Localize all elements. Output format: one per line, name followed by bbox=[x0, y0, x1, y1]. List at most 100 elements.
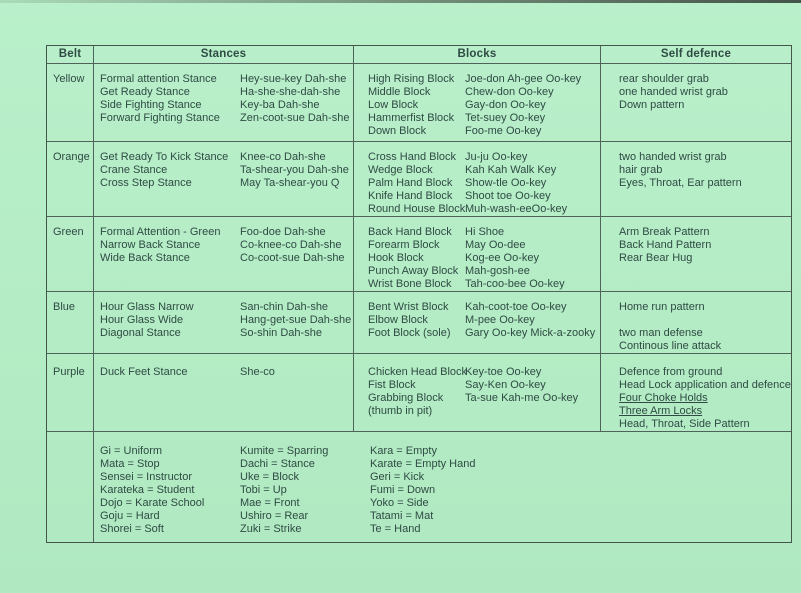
header-self-defence: Self defence bbox=[600, 46, 791, 63]
self-defence-item: Back Hand Pattern bbox=[619, 239, 712, 251]
block-pronunciation: Foo-me Oo-key bbox=[465, 125, 542, 137]
block-item: Foot Block (sole) Gary Oo-key Mick-a-zook… bbox=[368, 327, 598, 340]
self-defence-item-underlined: Three Arm Locks bbox=[619, 405, 703, 417]
stance-item: Narrow Back Stance Co-knee-co Dah-she bbox=[100, 239, 351, 252]
glossary-term: Yoko = Side bbox=[370, 497, 429, 509]
self-defence-item-underlined: Four Choke Holds bbox=[619, 392, 708, 404]
self-defence-purple: Defence from ground Head Lock applicatio… bbox=[600, 353, 791, 431]
block-name: Punch Away Block bbox=[368, 265, 459, 277]
block-pronunciation: Kog-ee Oo-key bbox=[465, 252, 539, 264]
glossary-column-2: Kumite = Sparring Dachi = Stance Uke = B… bbox=[240, 445, 370, 542]
belt-label-green: Green bbox=[47, 216, 93, 291]
glossary-term: Mae = Front bbox=[240, 497, 300, 509]
block-name: Bent Wrist Block bbox=[368, 301, 449, 313]
glossary-column-1: Gi = Uniform Mata = Stop Sensei = Instru… bbox=[100, 445, 240, 542]
stance-name: Formal Attention - Green bbox=[100, 226, 221, 238]
self-defence-item: Head Lock application and defence bbox=[619, 379, 791, 391]
block-name: High Rising Block bbox=[368, 73, 455, 85]
block-name: Foot Block (sole) bbox=[368, 327, 451, 339]
self-defence-item: one handed wrist grab bbox=[619, 86, 728, 98]
stance-name: Diagonal Stance bbox=[100, 327, 181, 339]
glossary-term: Karateka = Student bbox=[100, 484, 195, 496]
self-defence-item: Continous line attack bbox=[619, 340, 722, 352]
stance-item: Formal attention Stance Hey-sue-key Dah-s… bbox=[100, 73, 351, 86]
stance-item: Diagonal Stance So-shin Dah-she bbox=[100, 327, 351, 340]
stance-name: Side Fighting Stance bbox=[100, 99, 202, 111]
self-defence-item: Eyes, Throat, Ear pattern bbox=[619, 177, 742, 189]
belt-requirements-table: Belt Stances Blocks Self defence Yellow … bbox=[46, 45, 792, 543]
scan-edge-artifact bbox=[0, 0, 801, 3]
self-defence-item: two man defense bbox=[619, 327, 703, 339]
block-pronunciation: Ju-ju Oo-key bbox=[465, 151, 528, 163]
glossary-term: Zuki = Strike bbox=[240, 523, 302, 535]
stance-pronunciation: Hey-sue-key Dah-she bbox=[240, 73, 347, 85]
belt-name: Blue bbox=[53, 301, 76, 313]
header-stances: Stances bbox=[93, 46, 353, 63]
glossary-term: Goju = Hard bbox=[100, 510, 160, 522]
stance-pronunciation: Key-ba Dah-she bbox=[240, 99, 320, 111]
stance-name: Wide Back Stance bbox=[100, 252, 190, 264]
belt-name: Green bbox=[53, 226, 84, 238]
stance-item: Side Fighting Stance Key-ba Dah-she bbox=[100, 99, 351, 112]
block-item: Middle Block Chew-don Oo-key bbox=[368, 86, 598, 99]
glossary-belt-spacer-cell bbox=[47, 431, 93, 542]
stance-pronunciation: Co-knee-co Dah-she bbox=[240, 239, 342, 251]
block-item: Back Hand Block Hi Shoe bbox=[368, 226, 598, 239]
stance-pronunciation: San-chin Dah-she bbox=[240, 301, 329, 313]
stance-name: Duck Feet Stance bbox=[100, 366, 188, 378]
glossary-term: Dojo = Karate School bbox=[100, 497, 205, 509]
block-name: Middle Block bbox=[368, 86, 431, 98]
block-item: Hook Block Kog-ee Oo-key bbox=[368, 252, 598, 265]
block-pronunciation: Kah Kah Walk Key bbox=[465, 164, 557, 176]
self-defence-blue: Home run pattern two man defense Contino… bbox=[600, 291, 791, 353]
belt-label-yellow: Yellow bbox=[47, 63, 93, 141]
glossary-term: Mata = Stop bbox=[100, 458, 160, 470]
belt-label-purple: Purple bbox=[47, 353, 93, 431]
self-defence-green: Arm Break Pattern Back Hand Pattern Rear… bbox=[600, 216, 791, 291]
stance-name: Narrow Back Stance bbox=[100, 239, 201, 251]
stance-pronunciation: Co-coot-sue Dah-she bbox=[240, 252, 345, 264]
glossary-term: Karate = Empty Hand bbox=[370, 458, 476, 470]
stance-item: Hour Glass Narrow San-chin Dah-she bbox=[100, 301, 351, 314]
block-item: Knife Hand Block Shoot toe Oo-key bbox=[368, 190, 598, 203]
blocks-orange: Cross Hand Block Ju-ju Oo-key Wedge Block… bbox=[353, 141, 600, 216]
block-pronunciation: Key-toe Oo-key bbox=[465, 366, 542, 378]
stance-pronunciation: Zen-coot-sue Dah-she bbox=[240, 112, 350, 124]
self-defence-item: Down pattern bbox=[619, 99, 685, 111]
glossary-term: Gi = Uniform bbox=[100, 445, 163, 457]
glossary: Gi = Uniform Mata = Stop Sensei = Instru… bbox=[93, 431, 791, 542]
self-defence-item: Defence from ground bbox=[619, 366, 723, 378]
self-defence-item: Rear Bear Hug bbox=[619, 252, 693, 264]
block-item: Round House Block Muh-wash-eeOo-key bbox=[368, 203, 598, 216]
blocks-blue: Bent Wrist Block Kah-coot-toe Oo-key Elbo… bbox=[353, 291, 600, 353]
header-blocks: Blocks bbox=[353, 46, 600, 63]
block-pronunciation: Show-tle Oo-key bbox=[465, 177, 547, 189]
stance-item: Wide Back Stance Co-coot-sue Dah-she bbox=[100, 252, 351, 265]
stances-green: Formal Attention - Green Foo-doe Dah-she … bbox=[93, 216, 353, 291]
self-defence-item: rear shoulder grab bbox=[619, 73, 709, 85]
stance-name: Crane Stance bbox=[100, 164, 168, 176]
glossary-column-3: Kara = Empty Karate = Empty Hand Geri = … bbox=[370, 445, 789, 542]
block-name: Grabbing Block bbox=[368, 392, 444, 404]
blocks-yellow: High Rising Block Joe-don Ah-gee Oo-key M… bbox=[353, 63, 600, 141]
stance-item: Hour Glass Wide Hang-get-sue Dah-she bbox=[100, 314, 351, 327]
glossary-term: Geri = Kick bbox=[370, 471, 425, 483]
block-pronunciation: Say-Ken Oo-key bbox=[465, 379, 546, 391]
block-name: Wedge Block bbox=[368, 164, 433, 176]
stance-pronunciation: Hang-get-sue Dah-she bbox=[240, 314, 352, 326]
block-pronunciation: Gary Oo-key Mick-a-zooky bbox=[465, 327, 596, 339]
block-item: Elbow Block M-pee Oo-key bbox=[368, 314, 598, 327]
header-stances-label: Stances bbox=[200, 48, 247, 60]
glossary-term: Kumite = Sparring bbox=[240, 445, 329, 457]
block-name: Down Block bbox=[368, 125, 427, 137]
stance-item: Forward Fighting Stance Zen-coot-sue Dah-… bbox=[100, 112, 351, 125]
header-belt-label: Belt bbox=[58, 48, 82, 60]
block-name: Wrist Bone Block bbox=[368, 278, 452, 290]
block-item: Grabbing Block Ta-sue Kah-me Oo-key bbox=[368, 392, 598, 405]
block-name: Elbow Block bbox=[368, 314, 428, 326]
block-pronunciation: Shoot toe Oo-key bbox=[465, 190, 551, 202]
stance-pronunciation: Ta-shear-you Dah-she bbox=[240, 164, 349, 176]
belt-name: Yellow bbox=[53, 73, 85, 85]
self-defence-orange: two handed wrist grab hair grab Eyes, Th… bbox=[600, 141, 791, 216]
block-pronunciation: Chew-don Oo-key bbox=[465, 86, 554, 98]
